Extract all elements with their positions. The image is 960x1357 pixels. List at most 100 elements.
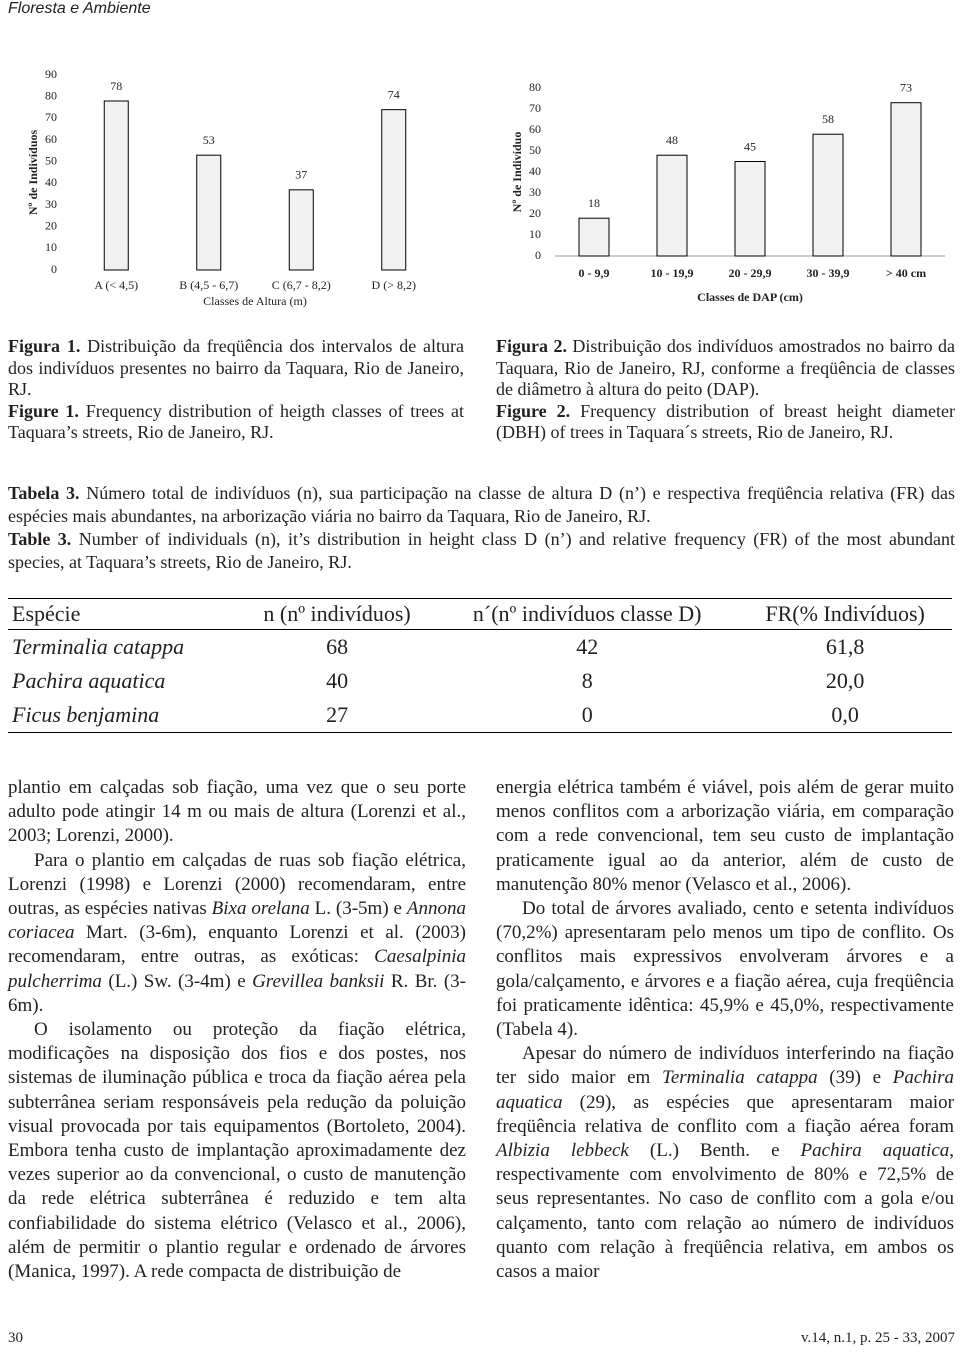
- text-run: Apesar do número de indivíduos interferi…: [496, 1043, 954, 1089]
- page-number: 30: [8, 1330, 23, 1346]
- journal-name: Floresta e Ambiente: [8, 0, 151, 17]
- paragraph: O isolamento ou proteção da fiação elétr…: [8, 1018, 466, 1284]
- bar: [381, 109, 407, 271]
- y-tick-label: 0: [535, 248, 541, 262]
- caption-label: Figura 1.: [8, 336, 81, 356]
- caption-text: Distribuição dos indivíduos amostrados n…: [496, 336, 956, 399]
- species-name: Pachira aquatica: [496, 1067, 954, 1113]
- column-header: n´(nº indivíduos classe D): [436, 598, 739, 630]
- text-run: L. (3-5m) e: [309, 898, 407, 920]
- data-label: 73: [900, 80, 912, 94]
- y-tick-label: 10: [529, 227, 541, 241]
- x-axis-label: Classes de Altura (m): [203, 294, 307, 308]
- caption-text: Number of individuals (n), it’s distribu…: [8, 529, 956, 572]
- text-run: Mart. (3-6m), enquanto Lorenzi et al. (2…: [8, 922, 466, 968]
- y-axis-label: Nº de Indivíduo: [510, 132, 524, 213]
- species-name: Annona coriacea: [8, 898, 466, 944]
- x-tick-label: 20 - 29,9: [729, 266, 772, 280]
- paragraph: plantio em calçadas sob fiação, uma vez …: [8, 776, 466, 849]
- table-row: Terminalia catappa 68 42 61,8: [8, 630, 952, 665]
- text-run: (L.) Sw. (3-4m) e: [101, 970, 253, 992]
- figure-caption: Figura 1. Distribuição da freqüência dos…: [8, 336, 464, 444]
- caption-text: Frequency distribution of heigth classes…: [8, 400, 464, 443]
- figure-caption: Figura 2. Distribuição dos indivíduos am…: [496, 336, 955, 444]
- column-header: Espécie: [8, 598, 238, 630]
- column-header: n (nº indivíduos): [237, 598, 437, 630]
- table-caption: Tabela 3. Número total de indivíduos (n)…: [8, 482, 955, 574]
- y-tick-label: 80: [45, 88, 57, 102]
- y-tick-label: 80: [529, 80, 541, 94]
- y-tick-label: 50: [45, 153, 57, 167]
- text-run: plantio em calçadas sob fiação, uma vez …: [8, 777, 466, 847]
- caption-text: Distribuição da freqüência dos intervalo…: [8, 336, 464, 399]
- text-run: O isolamento ou proteção da fiação elétr…: [8, 1019, 466, 1283]
- column-header: FR(% Indivíduos): [738, 598, 952, 630]
- volume-info: v.14, n.1, p. 25 - 33, 2007: [800, 1330, 955, 1346]
- text-column: energia elétrica também é viável, pois a…: [496, 776, 954, 1284]
- y-tick-label: 10: [45, 240, 57, 254]
- table-cell: 0,0: [738, 698, 952, 733]
- table-row: Pachira aquatica 40 8 20,0: [8, 664, 952, 698]
- table-row: Ficus benjamina 27 0 0,0: [8, 698, 952, 733]
- paragraph: Do total de árvores avaliado, cento e se…: [496, 897, 954, 1042]
- data-label: 58: [822, 112, 834, 126]
- table-cell: Terminalia catappa: [12, 634, 185, 659]
- table-cell: 68: [326, 634, 349, 659]
- x-tick-label: 10 - 19,9: [651, 266, 694, 280]
- x-tick-label: > 40 cm: [886, 266, 926, 280]
- x-tick-label: D (> 8,2): [372, 278, 416, 292]
- y-tick-label: 30: [45, 197, 57, 211]
- y-axis-label: Nº de Indivíduos: [26, 130, 40, 216]
- y-tick-label: 40: [45, 175, 57, 189]
- data-label: 18: [588, 196, 600, 210]
- y-tick-label: 30: [529, 185, 541, 199]
- species-name: Caesalpinia pulcherrima: [8, 946, 466, 992]
- bar: [890, 102, 922, 257]
- table-cell: Pachira aquatica: [12, 668, 166, 693]
- table-cell: Ficus benjamina: [8, 698, 238, 733]
- table-cell: 42: [576, 634, 599, 659]
- caption-label: Table 3.: [8, 529, 72, 549]
- x-tick-label: 0 - 9,9: [579, 266, 610, 280]
- y-tick-label: 0: [51, 262, 57, 276]
- text-run: energia elétrica também é viável, pois a…: [496, 777, 954, 895]
- bar: [196, 154, 222, 271]
- y-tick-label: 90: [45, 67, 57, 81]
- table-cell: 27: [237, 698, 437, 733]
- text-run: (29), as espécies que apresentaram maior…: [496, 1091, 954, 1137]
- y-tick-label: 20: [529, 206, 541, 220]
- y-tick-label: 70: [45, 110, 57, 124]
- table-cell: 61,8: [825, 634, 865, 659]
- caption-label: Figure 1.: [8, 400, 79, 421]
- caption-label: Figura 2.: [496, 336, 567, 356]
- text-run: R. Br. (3-6m).: [8, 970, 466, 1016]
- text-run: (L.) Benth. e: [628, 1140, 801, 1162]
- y-tick-label: 40: [529, 164, 541, 178]
- paragraph: energia elétrica também é viável, pois a…: [496, 776, 954, 897]
- x-axis-label: Classes de DAP (cm): [697, 290, 803, 304]
- y-tick-label: 20: [45, 218, 57, 232]
- paragraph: Para o plantio em calçadas de ruas sob f…: [8, 849, 466, 1018]
- caption-label: Figure 2.: [496, 400, 571, 421]
- species-name: Grevillea banksii: [252, 970, 385, 992]
- bar: [288, 189, 314, 271]
- table-cell: 20,0: [825, 668, 865, 693]
- y-tick-label: 60: [529, 122, 541, 136]
- species-name: Bixa orelana: [211, 898, 310, 920]
- figures: 0 10 20 30 40 50 60 70 80 90 78 A (< 4,5) 53 B (4,5 -…: [26, 67, 945, 308]
- table-cell: 0: [436, 698, 739, 733]
- bar: [656, 154, 688, 257]
- data-table: Espécie n (nº indivíduos) n´(nº indivíduos…: [8, 598, 952, 733]
- x-tick-label: 30 - 39,9: [807, 266, 850, 280]
- caption-text: Frequency distribution of breast height …: [496, 400, 956, 443]
- caption-text: Número total de indivíduos (n), sua part…: [8, 483, 956, 526]
- x-tick-label: C (6,7 - 8,2): [272, 278, 331, 292]
- caption-label: Tabela 3.: [8, 483, 80, 503]
- data-label: 45: [744, 139, 756, 153]
- species-name: Pachira aquatica: [800, 1140, 950, 1162]
- text-run: (39) e: [817, 1067, 893, 1089]
- data-label: 74: [388, 87, 400, 101]
- x-tick-label: B (4,5 - 6,7): [179, 278, 238, 292]
- species-name: Terminalia catappa: [662, 1067, 818, 1089]
- x-tick-label: A (< 4,5): [94, 278, 138, 292]
